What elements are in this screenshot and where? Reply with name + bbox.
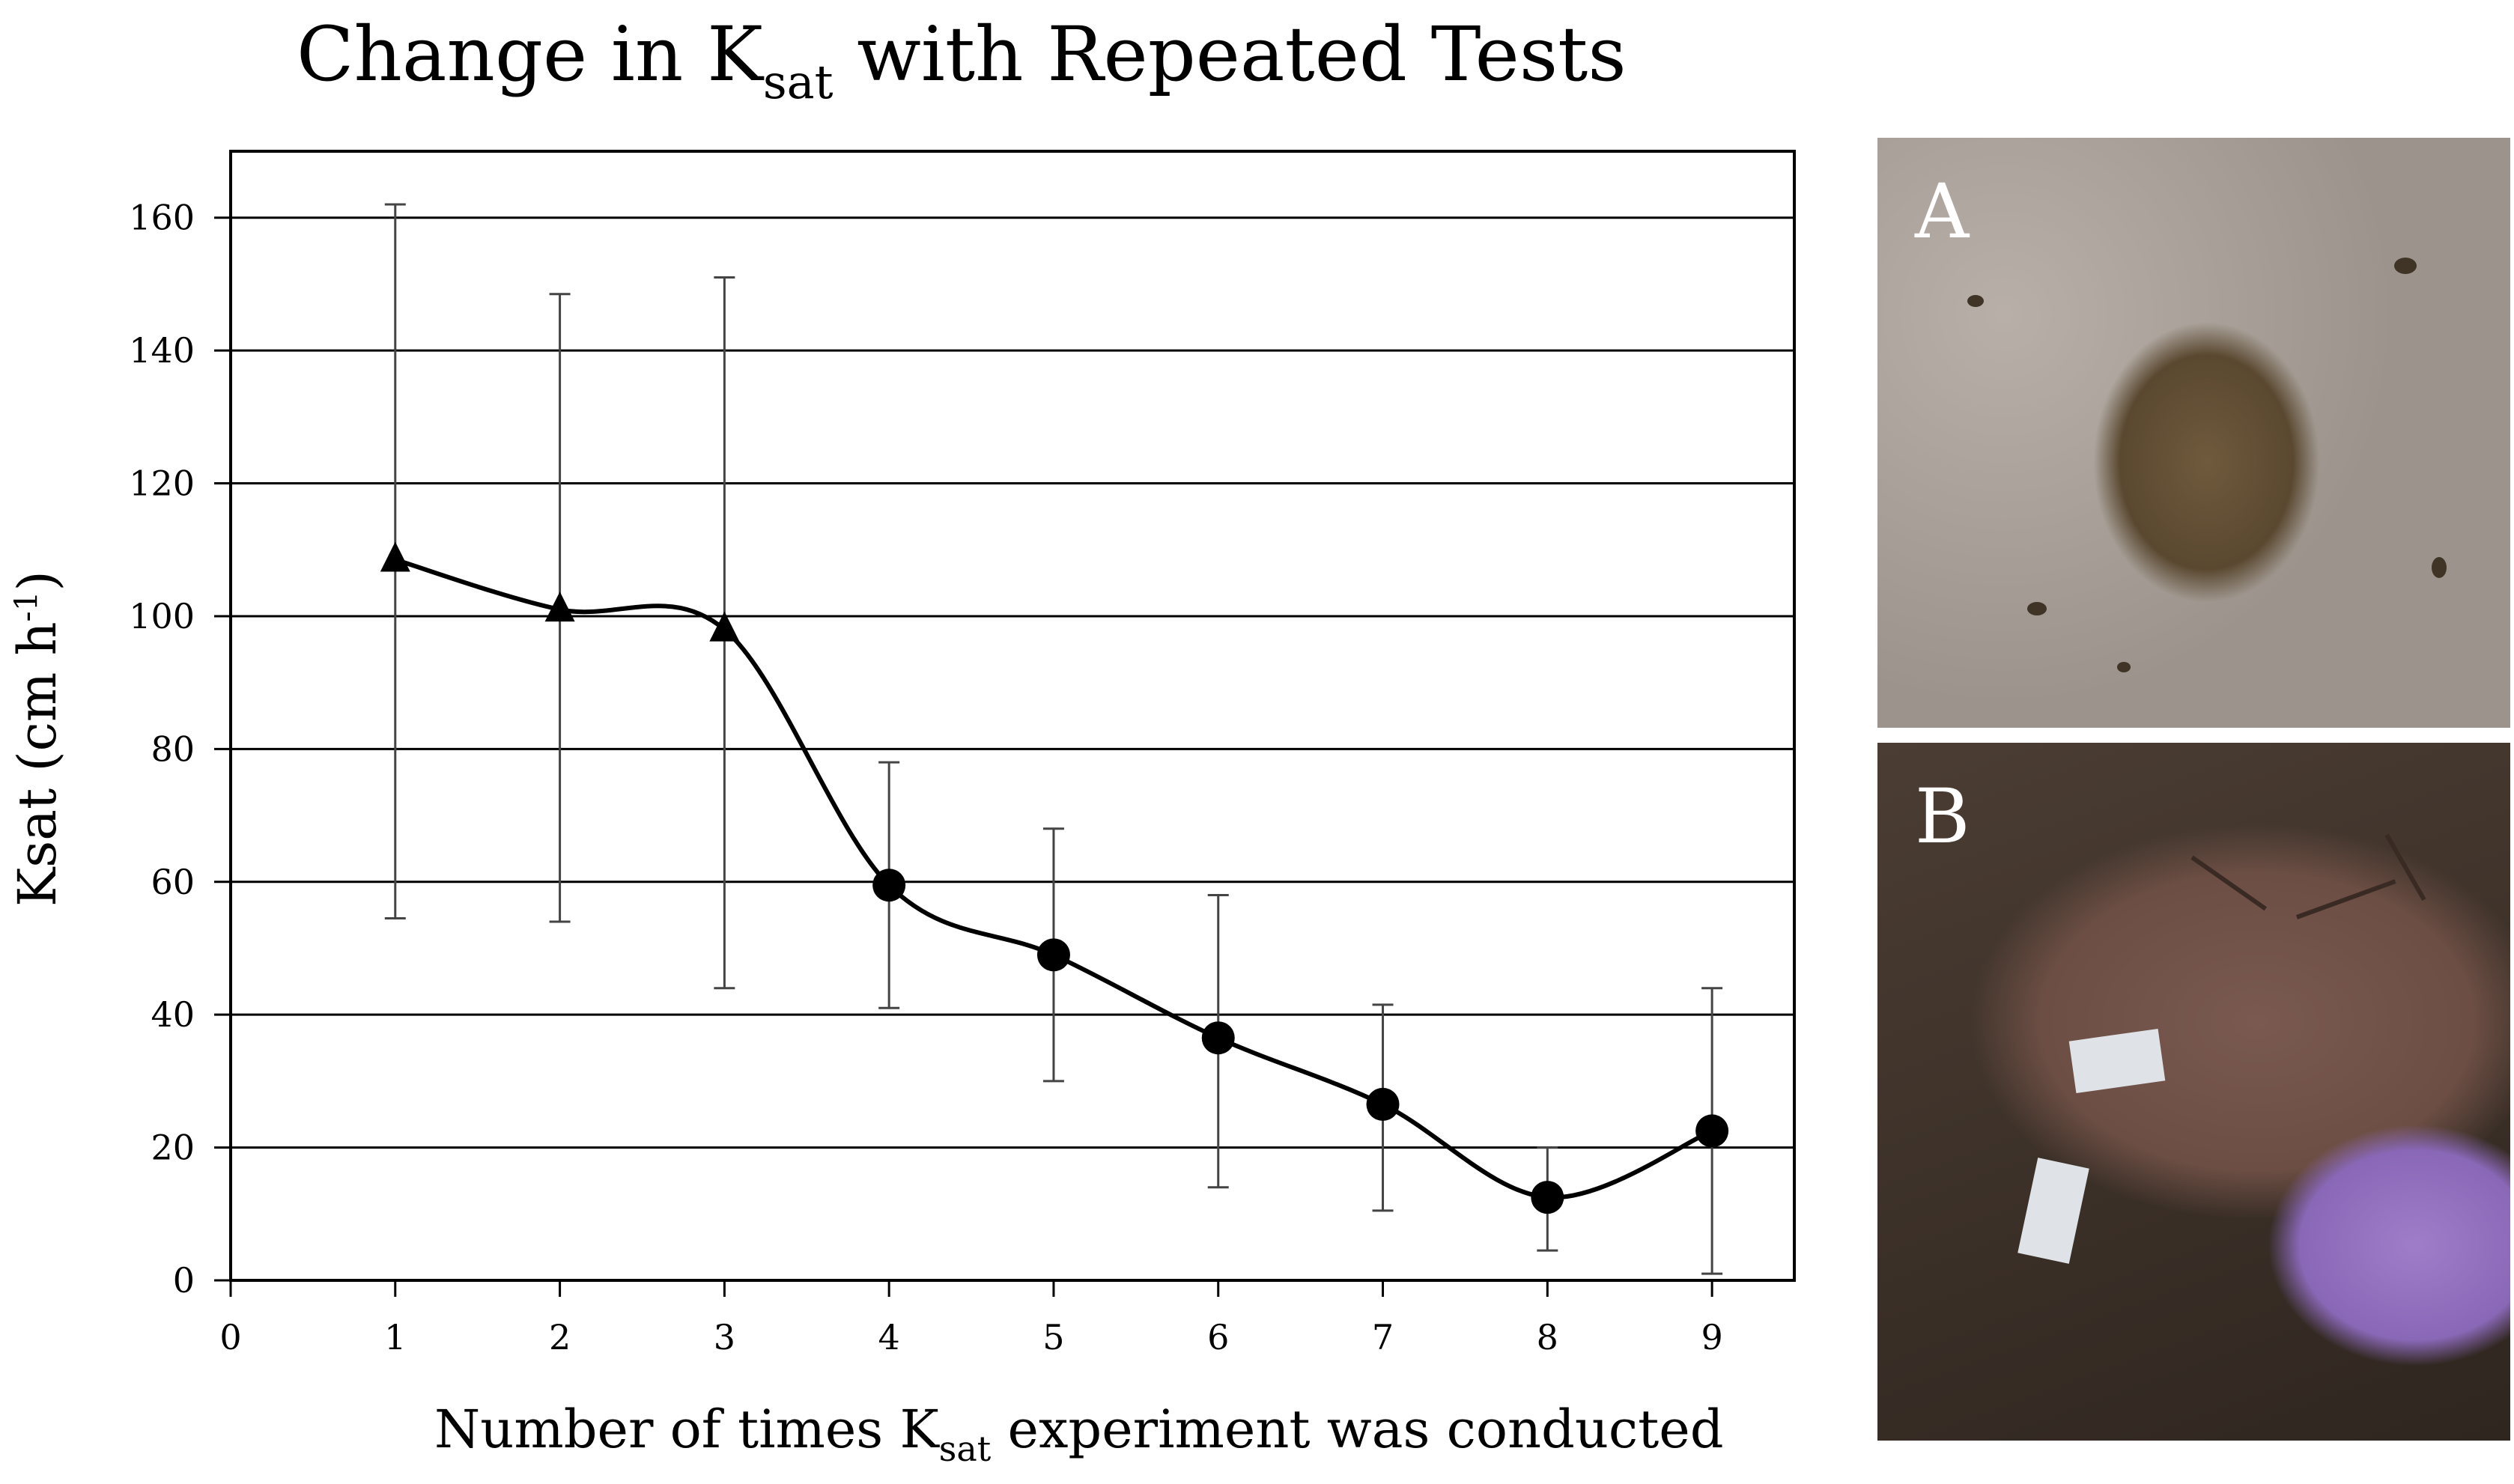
data-point-triangle — [380, 541, 410, 572]
x-tick-label: 4 — [878, 1317, 900, 1357]
y-axis-label: Ksat (cm h-1) — [7, 571, 68, 907]
y-tick-label: 160 — [129, 198, 195, 238]
x-tick-label: 3 — [714, 1317, 735, 1357]
y-tick-label: 100 — [129, 596, 195, 636]
y-tick-label: 80 — [151, 729, 195, 769]
x-tick-label: 7 — [1372, 1317, 1394, 1357]
data-point-triangle — [709, 611, 740, 642]
x-axis-label-pre: Number of times K — [434, 1399, 939, 1460]
photo-b-crack — [2190, 855, 2268, 911]
photo-a-texture — [2027, 602, 2047, 615]
chart-title: Change in Ksat with Repeated Tests — [297, 10, 1627, 109]
photo-a-texture — [2117, 662, 2131, 672]
x-tick-label: 0 — [219, 1317, 241, 1357]
photo-b-chip — [2017, 1158, 2089, 1264]
chart-title-subscript: sat — [762, 55, 834, 109]
photo-a-texture — [1967, 295, 1984, 307]
x-axis-label-post: experiment was conducted — [991, 1399, 1724, 1460]
grid-lines — [231, 216, 1794, 1149]
y-tick-label: 20 — [151, 1128, 195, 1168]
data-point-circle — [1036, 938, 1070, 972]
x-tick-label: 2 — [549, 1317, 571, 1357]
photo-b-chip — [2068, 1028, 2166, 1094]
photo-b-soil-crust: B — [1877, 743, 2510, 1441]
axes: 0 20 40 60 80 100 120 140 160 0 1 2 3 4 5 6 7 8 9 — [129, 198, 1723, 1357]
photo-a-texture — [2394, 258, 2417, 274]
y-tick-label: 0 — [173, 1260, 195, 1301]
x-tick-label: 6 — [1207, 1317, 1229, 1357]
data-point-circle — [1366, 1087, 1400, 1121]
data-point-triangle — [544, 592, 575, 622]
y-tick-label: 60 — [151, 862, 195, 902]
data-point-circle — [872, 869, 906, 902]
y-tick-label: 140 — [129, 330, 195, 371]
chart-title-main: Change in K — [297, 10, 763, 98]
data-point-circle — [1201, 1021, 1235, 1055]
y-axis-label-post: ) — [7, 571, 68, 592]
photo-a-label: A — [1915, 168, 1970, 255]
photo-b-crack — [2295, 879, 2396, 919]
x-axis-label: Number of times Ksat experiment was cond… — [434, 1399, 1724, 1469]
y-tick-label: 40 — [151, 994, 195, 1035]
x-tick-label: 9 — [1701, 1317, 1722, 1357]
plot-area-frame — [229, 150, 1796, 1282]
photo-b-crack — [2384, 833, 2426, 901]
error-bars — [384, 203, 1723, 1275]
data-markers — [380, 541, 1729, 1214]
series-line — [394, 557, 1713, 1200]
data-point-circle — [1695, 1114, 1729, 1148]
x-tick-label: 1 — [384, 1317, 406, 1357]
x-tick-label: 8 — [1537, 1317, 1558, 1357]
y-tick-label: 120 — [129, 463, 195, 504]
data-point-circle — [1531, 1181, 1564, 1214]
y-axis-label-pre: Ksat (cm h — [7, 621, 68, 907]
x-tick-label: 5 — [1042, 1317, 1064, 1357]
photo-a-texture — [2432, 557, 2447, 578]
photo-b-label: B — [1915, 773, 1970, 860]
x-axis-label-subscript: sat — [938, 1429, 992, 1469]
y-axis-label-superscript: -1 — [7, 591, 45, 622]
photo-a-soil-crust: A — [1877, 138, 2510, 728]
chart-title-rest: with Repeated Tests — [833, 10, 1627, 98]
